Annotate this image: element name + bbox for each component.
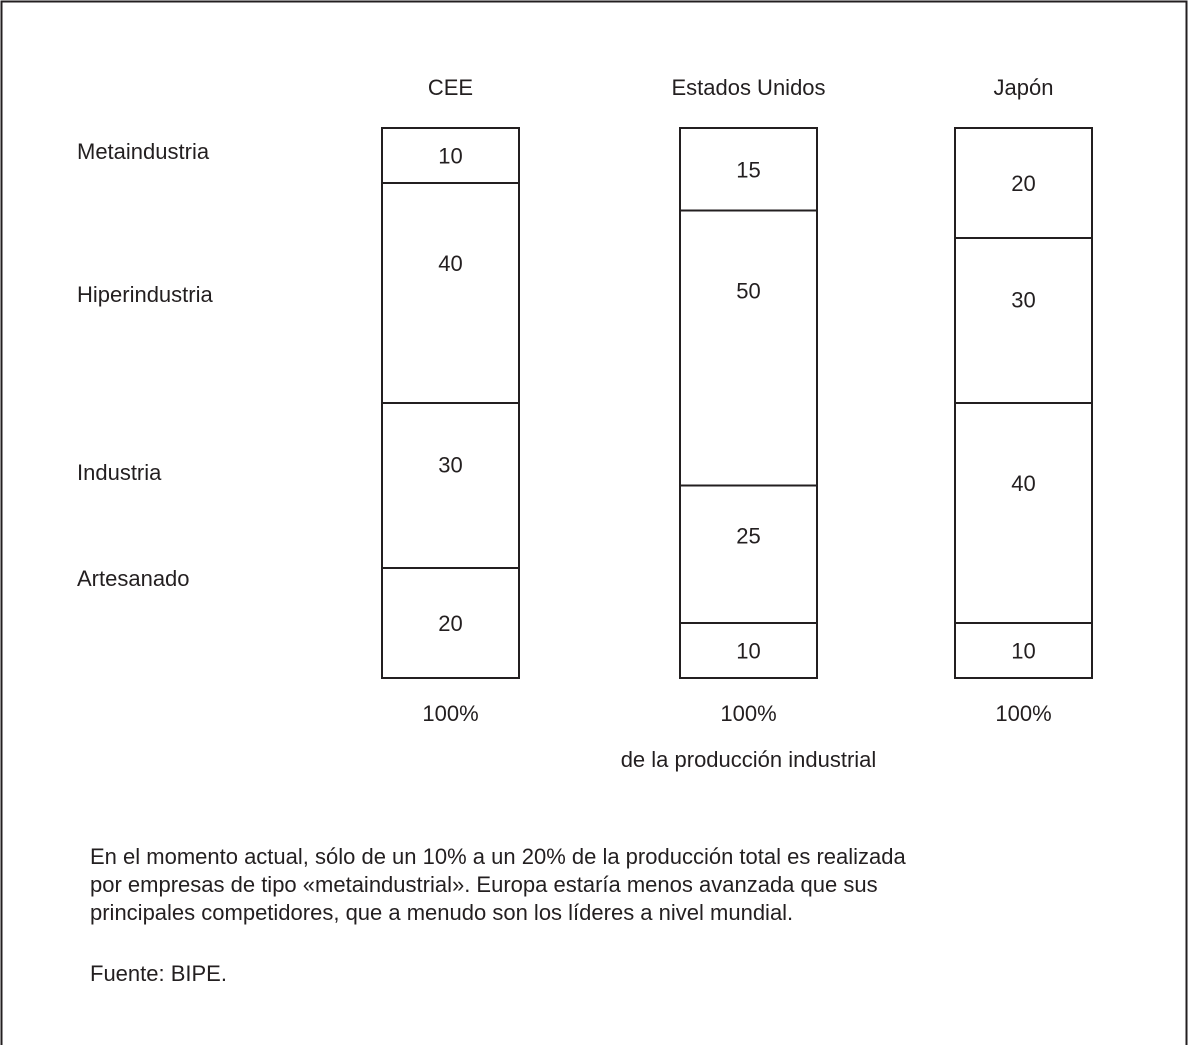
segment-value-label: 40: [1011, 471, 1035, 496]
bar-segment: [381, 182, 520, 404]
segment-value-label: 20: [1011, 171, 1035, 196]
column-total-label: 100%: [995, 701, 1051, 726]
row-label: Artesanado: [77, 566, 190, 591]
stacked-bar-chart: CEE 10 40 30 20 100% Estados Unidos 15 50 25 10 100…: [77, 75, 1093, 772]
row-label: Metaindustria: [77, 139, 210, 164]
segment-value-label: 30: [438, 452, 462, 477]
bar-segment: [954, 237, 1093, 404]
segment-value-label: 10: [736, 639, 760, 664]
bar-segment: [679, 484, 818, 624]
bar-segment: [954, 402, 1093, 624]
bar-segment: [954, 622, 1093, 679]
segment-value-label: 15: [736, 157, 760, 182]
column-total-label: 100%: [422, 701, 478, 726]
note-line: por empresas de tipo «metaindustrial». E…: [90, 872, 878, 897]
bar-segment: [381, 567, 520, 679]
column-header: Japón: [994, 75, 1054, 100]
segment-value-label: 50: [736, 279, 760, 304]
source-note: Fuente: BIPE.: [90, 961, 227, 986]
bar-segment: [381, 402, 520, 569]
segment-value-label: 10: [438, 144, 462, 169]
bar-segment: [679, 622, 818, 679]
column-header: CEE: [428, 75, 473, 100]
row-label: Hiperindustria: [77, 282, 213, 307]
column-total-label: 100%: [720, 701, 776, 726]
row-label: Industria: [77, 460, 162, 485]
x-axis-label: de la producción industrial: [621, 747, 877, 772]
bar-segment: [679, 209, 818, 487]
note-line: En el momento actual, sólo de un 10% a u…: [90, 844, 906, 869]
bar-segment: [954, 127, 1093, 239]
segment-value-label: 20: [438, 611, 462, 636]
segment-value-label: 10: [1011, 639, 1035, 664]
note-line: principales competidores, que a menudo s…: [90, 900, 794, 925]
segment-value-label: 30: [1011, 287, 1035, 312]
segment-value-label: 40: [438, 251, 462, 276]
segment-value-label: 25: [736, 523, 760, 548]
chart-note: En el momento actual, sólo de un 10% a u…: [90, 843, 906, 927]
column-header: Estados Unidos: [671, 75, 825, 100]
